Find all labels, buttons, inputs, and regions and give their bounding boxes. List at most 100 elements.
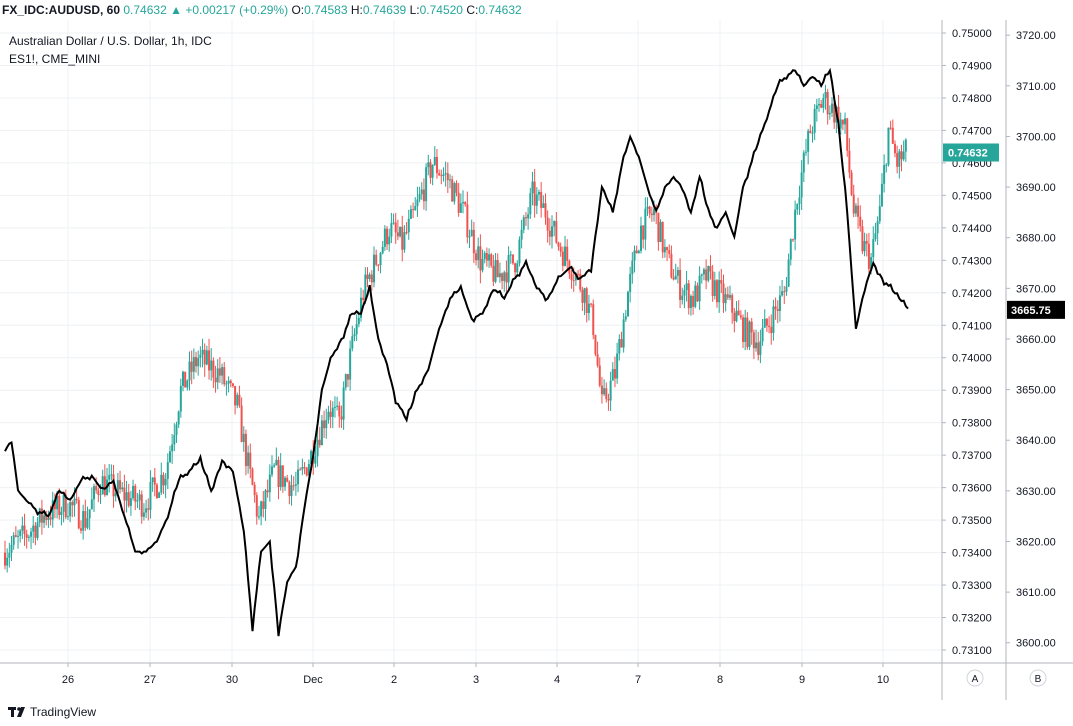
symbol-label[interactable]: FX_IDC:AUDUSD, 60	[2, 3, 121, 17]
candle-body	[95, 486, 98, 491]
candle	[757, 331, 760, 361]
candle	[132, 479, 135, 501]
candle-body	[116, 480, 119, 494]
candle-body	[520, 229, 523, 240]
candle	[30, 527, 33, 549]
candle	[179, 378, 182, 418]
candle	[533, 169, 536, 218]
compare-tick-label: 3680.00	[1016, 233, 1056, 245]
candle-body	[818, 103, 821, 106]
candle	[620, 331, 623, 348]
candle-body	[208, 350, 211, 371]
candle-body	[73, 498, 76, 506]
compare-axis[interactable]: 3720.00 3710.00 3700.00 3690.00 3680.00 3670.…	[1006, 30, 1056, 650]
candle	[305, 466, 308, 477]
candle	[69, 500, 72, 523]
candle	[674, 263, 677, 280]
candle-body	[683, 290, 686, 296]
candle-body	[707, 266, 710, 281]
candle-body	[631, 260, 634, 275]
candle-body	[689, 295, 692, 309]
candle-body	[854, 205, 857, 214]
candle	[435, 149, 438, 179]
time-axis[interactable]: 26 27 30 Dec 2 3 4 7 8 9 10	[62, 663, 889, 686]
candle-body	[553, 221, 556, 227]
candle-body	[509, 254, 512, 256]
candle-body	[722, 283, 725, 304]
candle-body	[388, 236, 391, 245]
time-tick-label: 4	[554, 674, 560, 686]
candle	[609, 371, 612, 412]
candle	[561, 246, 564, 272]
candle-body	[448, 179, 451, 181]
candle	[820, 99, 823, 109]
candle	[392, 213, 395, 225]
candle	[700, 273, 703, 284]
candle-body	[555, 221, 558, 243]
candle	[535, 187, 538, 215]
candle	[82, 504, 85, 540]
candle-body	[405, 232, 408, 234]
candle	[407, 209, 410, 240]
candle	[205, 345, 208, 366]
compare-tick-label: 3710.00	[1016, 81, 1056, 93]
candle	[496, 253, 499, 278]
candle	[279, 453, 282, 491]
candle	[798, 185, 801, 215]
candle	[244, 429, 247, 476]
candle-body	[644, 208, 647, 240]
candle-body	[8, 552, 11, 558]
candle	[420, 182, 423, 200]
candle	[529, 187, 532, 219]
price-axis[interactable]: 0.750000.749000.748000.747000.746000.745…	[942, 28, 992, 657]
candle-body	[114, 493, 117, 497]
candle	[846, 117, 849, 157]
candle-body	[672, 277, 675, 280]
candle	[876, 216, 879, 246]
candle	[702, 267, 705, 281]
candle	[789, 238, 792, 266]
compare-axis-label: B	[1035, 674, 1042, 685]
candle-body	[720, 280, 723, 284]
compare-tick-label: 3660.00	[1016, 334, 1056, 346]
candle	[470, 219, 473, 237]
candle-body	[4, 552, 6, 566]
candle	[412, 202, 415, 219]
close-value: 0.74632	[478, 3, 522, 17]
candle	[190, 350, 193, 385]
candle-body	[138, 494, 141, 501]
candle	[475, 249, 478, 266]
candle-body	[251, 468, 254, 485]
auto-scale-button[interactable]	[966, 669, 984, 687]
candle-body	[396, 232, 399, 237]
price-chart[interactable]: 0.750000.749000.748000.747000.746000.745…	[0, 20, 1073, 700]
candle	[84, 499, 87, 531]
candle	[229, 379, 232, 388]
candle	[542, 195, 545, 208]
candle-body	[56, 495, 59, 510]
candle-body	[653, 208, 656, 216]
candle-body	[668, 250, 671, 254]
candle-body	[179, 385, 182, 412]
candle-body	[158, 492, 161, 498]
candle-body	[557, 242, 560, 247]
candle	[778, 285, 781, 322]
candle-body	[32, 525, 35, 532]
candle-body	[900, 151, 903, 160]
candle-body	[694, 285, 697, 307]
candle-body	[359, 297, 362, 318]
compare-axis-button[interactable]	[1029, 669, 1047, 687]
candle-body	[438, 173, 441, 176]
candle	[694, 280, 697, 309]
candle-body	[468, 236, 471, 238]
candle-body	[103, 476, 106, 496]
candle-body	[752, 332, 755, 349]
candle	[787, 253, 790, 287]
brand-label[interactable]: TradingView	[30, 705, 97, 719]
candle-body	[453, 183, 456, 202]
candle	[405, 222, 408, 235]
candle-body	[889, 127, 892, 129]
candle	[631, 252, 634, 284]
time-tick-label: 26	[62, 674, 74, 686]
candle	[277, 456, 280, 500]
